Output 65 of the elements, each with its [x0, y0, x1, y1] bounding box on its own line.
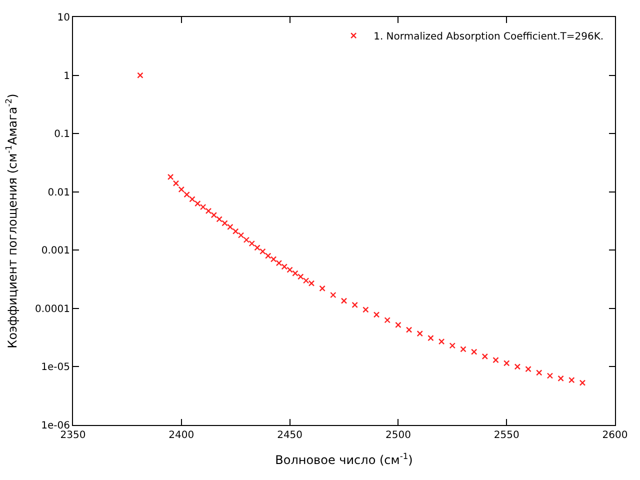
point — [438, 338, 445, 345]
point — [276, 260, 282, 266]
point — [167, 174, 174, 180]
x-axis-title: Волновое число (см$^{-1}$) — [275, 450, 413, 467]
point — [525, 366, 532, 372]
point — [232, 228, 239, 234]
point — [428, 334, 434, 342]
point — [504, 360, 510, 366]
point — [243, 236, 250, 243]
point — [568, 376, 575, 384]
point — [205, 208, 212, 214]
x-tick-label: 2600 — [602, 430, 628, 441]
point — [330, 292, 336, 298]
y-tick-label: 0.01 — [48, 187, 70, 198]
point — [319, 285, 326, 292]
y-tick-label: 0.0001 — [35, 304, 70, 315]
point — [460, 346, 466, 352]
point — [546, 372, 554, 379]
y-tick-label: 1 — [64, 70, 70, 82]
point — [470, 348, 478, 355]
point — [172, 180, 180, 186]
x-tick-label: 2450 — [277, 430, 303, 441]
x-tick-label: 2500 — [385, 430, 411, 441]
point — [238, 232, 244, 238]
y-tick-label: 10 — [57, 12, 70, 24]
point — [482, 353, 488, 360]
point — [178, 186, 184, 193]
y-tick-label: 0.1 — [54, 129, 70, 140]
point — [579, 380, 586, 386]
point — [270, 256, 277, 262]
x-tick-label: 2550 — [494, 430, 520, 441]
point — [137, 72, 144, 78]
point — [395, 322, 402, 328]
point — [189, 196, 196, 202]
point — [254, 244, 260, 251]
point — [194, 200, 201, 207]
point — [340, 298, 348, 304]
point — [222, 220, 228, 226]
point — [200, 204, 206, 210]
point — [184, 191, 190, 198]
y-tick-label: 1e-05 — [41, 362, 70, 374]
point — [227, 224, 234, 230]
point — [373, 312, 380, 318]
point — [210, 212, 218, 218]
point — [492, 356, 499, 364]
point — [292, 270, 298, 276]
point — [352, 302, 358, 308]
point — [384, 317, 390, 324]
y-tick-label: 1e-06 — [41, 420, 70, 432]
point — [416, 330, 423, 337]
x-tick-label: 2350 — [60, 430, 86, 441]
point — [298, 274, 304, 280]
point — [558, 375, 564, 382]
point — [514, 364, 521, 370]
point — [406, 326, 412, 333]
point — [248, 240, 255, 247]
point — [536, 370, 542, 376]
x-tick-label: 2400 — [168, 430, 194, 441]
y-tick-label: 0.001 — [41, 246, 70, 257]
point — [362, 306, 369, 313]
point — [265, 252, 272, 259]
legend-label: 1. Normalized Absorption Coefficient.T=296K. — [374, 31, 604, 42]
point — [260, 248, 266, 255]
point — [449, 342, 456, 349]
point — [216, 216, 222, 222]
